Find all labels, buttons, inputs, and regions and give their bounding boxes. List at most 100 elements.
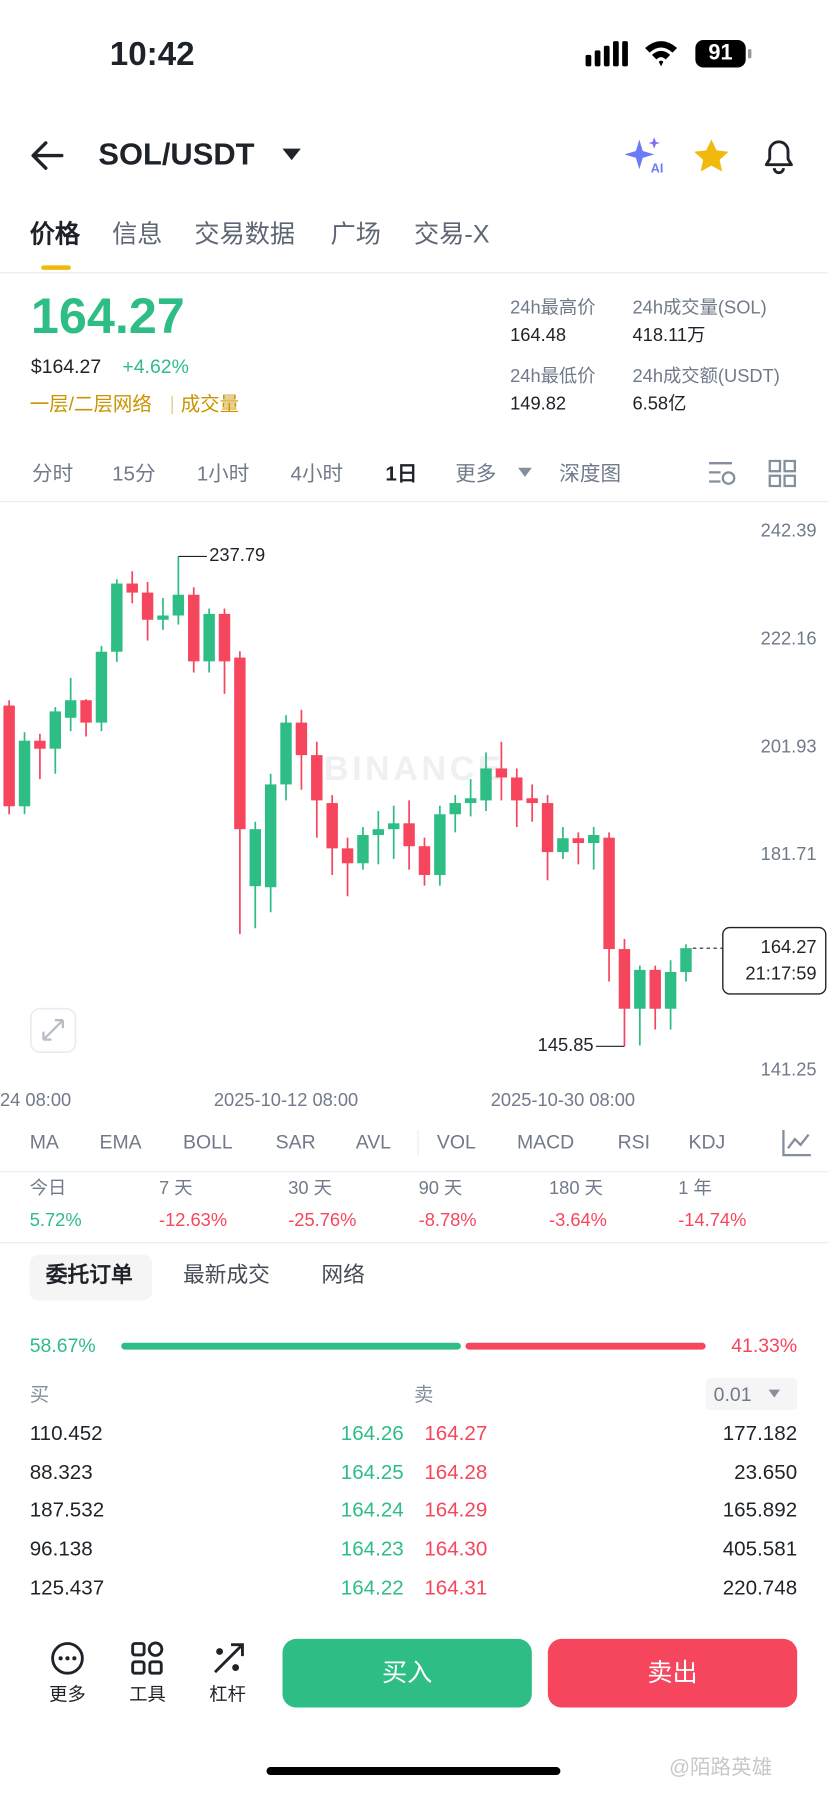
indicator[interactable]: EMA	[99, 1131, 142, 1153]
nav-label[interactable]: 工具	[129, 1685, 166, 1706]
candle-body	[541, 803, 554, 853]
indicator[interactable]: SAR	[275, 1131, 316, 1153]
tab-indicator	[41, 265, 71, 270]
ask-qty: 177.182	[722, 1421, 798, 1445]
stat-value: 164.48	[510, 325, 567, 346]
candle-body	[480, 768, 492, 801]
orderbook-tab[interactable]: 网络	[321, 1263, 365, 1288]
back-button[interactable]	[30, 140, 67, 172]
interval[interactable]: 15分	[112, 462, 156, 485]
more-icon[interactable]	[48, 1640, 87, 1677]
indicator[interactable]: RSI	[617, 1131, 651, 1153]
x-tick-label: 2025-10-12 08:00	[214, 1089, 358, 1110]
tab[interactable]: 信息	[112, 219, 163, 249]
orderbook-tab[interactable]: 委托订单	[45, 1263, 133, 1288]
candle-body	[357, 835, 369, 864]
ask-price: 164.31	[424, 1575, 488, 1599]
y-tick-label: 222.16	[761, 628, 817, 649]
divider	[0, 1242, 828, 1244]
candle-body	[311, 755, 323, 801]
buy-ratio: 58.67%	[29, 1334, 96, 1357]
tools-icon[interactable]	[129, 1640, 166, 1677]
low-label: 145.85	[538, 1034, 594, 1055]
watermark: @陌路英雄	[669, 1755, 773, 1779]
sell-button[interactable]	[547, 1638, 798, 1708]
candle-body	[526, 798, 538, 804]
ask-qty: 220.748	[722, 1575, 798, 1599]
indicator[interactable]: AVL	[355, 1131, 392, 1153]
indicator[interactable]: MACD	[516, 1131, 575, 1153]
tab[interactable]: 广场	[330, 219, 381, 249]
x-tick-label: 2025-10-30 08:00	[491, 1089, 635, 1110]
tab[interactable]: 价格	[29, 219, 81, 249]
interval[interactable]: 1小时	[196, 462, 250, 485]
candle-body	[495, 768, 508, 778]
candle-body	[234, 657, 246, 830]
x-tick-label: 24 08:00	[0, 1089, 71, 1110]
candle-body	[249, 829, 261, 887]
more-dropdown[interactable]	[517, 467, 533, 478]
last-price-box	[722, 926, 827, 995]
pair-title[interactable]: SOL/USDT	[98, 137, 255, 172]
layout-icon[interactable]	[768, 459, 797, 488]
nav-label[interactable]: 杠杆	[209, 1685, 246, 1706]
ask-price: 164.29	[424, 1498, 488, 1522]
indicator-settings[interactable]	[781, 1128, 813, 1158]
y-tick-label: 242.39	[761, 520, 817, 541]
interval[interactable]: 更多	[455, 462, 497, 485]
divider	[0, 272, 828, 274]
bid-header: 买	[29, 1383, 50, 1406]
orderbook-tab[interactable]: 最新成交	[182, 1263, 270, 1288]
last-price: 164.27	[30, 288, 185, 345]
perf-label: 180 天	[548, 1179, 603, 1199]
tag[interactable]: 一层/二层网络	[29, 393, 152, 416]
indicator[interactable]: VOL	[436, 1131, 476, 1153]
candle-body	[280, 722, 292, 785]
ai-icon[interactable]: AI	[623, 135, 666, 178]
status-icons	[585, 40, 752, 68]
buy-label: 买入	[381, 1658, 433, 1687]
perf-label: 30 天	[288, 1179, 332, 1199]
divider	[0, 500, 828, 503]
interval[interactable]: 分时	[32, 462, 74, 485]
precision-select[interactable]	[705, 1378, 798, 1411]
interval[interactable]: 深度图	[559, 462, 622, 485]
tab[interactable]: 交易-X	[414, 219, 490, 249]
buy-button[interactable]	[282, 1638, 532, 1708]
candle-body	[64, 700, 77, 718]
perf-value: -3.64%	[548, 1211, 607, 1231]
candle-body	[603, 837, 615, 950]
countdown-label: 21:17:59	[745, 962, 816, 983]
interval[interactable]: 1日	[385, 462, 418, 485]
candle-body	[295, 722, 308, 756]
bid-price: 164.24	[340, 1498, 404, 1522]
sell-ratio-bar	[466, 1342, 706, 1350]
candle-body	[95, 651, 108, 723]
alert-bell[interactable]	[759, 135, 798, 176]
interval[interactable]: 4小时	[290, 462, 344, 485]
chart-settings-icon[interactable]	[707, 459, 739, 489]
candle-body	[341, 848, 354, 864]
indicator[interactable]: BOLL	[182, 1131, 233, 1153]
indicator[interactable]: KDJ	[688, 1131, 726, 1153]
candle-body	[3, 705, 15, 807]
stat-label: 24h成交量(SOL)	[632, 298, 767, 318]
indicator[interactable]: MA	[29, 1131, 59, 1153]
precision-dropdown	[768, 1389, 781, 1398]
pair-dropdown[interactable]	[281, 146, 302, 162]
tag[interactable]: 成交量	[180, 393, 240, 416]
ask-price: 164.30	[424, 1537, 488, 1561]
candle-body	[111, 583, 123, 652]
ask-price: 164.27	[424, 1421, 488, 1445]
bid-qty: 96.138	[29, 1537, 93, 1561]
candle-body	[418, 846, 431, 875]
nav-label[interactable]: 更多	[49, 1685, 86, 1706]
last-price-label: 164.27	[761, 936, 817, 957]
tab[interactable]: 交易数据	[194, 219, 296, 249]
bid-qty: 187.532	[29, 1498, 105, 1522]
favorite-star[interactable]	[692, 137, 731, 174]
y-tick-label: 181.71	[761, 843, 817, 864]
leverage-icon[interactable]	[210, 1640, 247, 1677]
candle-body	[572, 838, 585, 844]
